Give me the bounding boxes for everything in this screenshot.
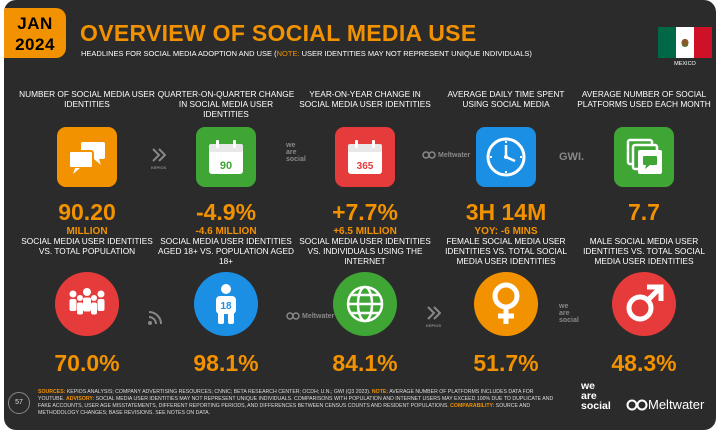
page-title: OVERVIEW OF SOCIAL MEDIA USE [80,20,477,46]
meltwater-label: Meltwater [302,312,335,320]
slide: JAN 2024 OVERVIEW OF SOCIAL MEDIA USE HE… [4,0,716,430]
country-label: MEXICO [674,61,696,67]
footer-sources: SOURCES: KEPIOS ANALYSIS; COMPANY ADVERT… [38,389,558,417]
kepios-label: KEPIOS [151,165,167,170]
page-number: 57 [8,392,30,414]
logo-line: social [581,400,611,412]
stat-subvalue: MILLION [66,226,108,237]
meltwater-rings-icon [626,399,648,410]
date-badge: JAN 2024 [4,8,66,58]
was-watermark: we are social [559,303,579,324]
note-text: AVERAGE NUMBER OF PLATFORMS INCLUDES DAT… [38,389,534,402]
stat-value: +7.7% [332,199,398,225]
stat-value: 90.20 [58,199,116,225]
male-symbol-icon [612,272,676,336]
subtitle-pre: HEADLINES FOR SOCIAL MEDIA ADOPTION AND … [81,49,277,58]
stat-value: 98.1% [193,350,259,376]
was-line: social [286,156,306,163]
gwi-watermark: GWI. [559,151,585,163]
calendar-number: 90 [220,160,232,172]
signal-watermark-icon [147,308,165,328]
logo-line: we [581,380,596,392]
was-watermark: we are social [286,142,306,163]
stat-value: 48.3% [611,350,677,376]
stat-value: 3H 14M [465,199,547,225]
meltwater-watermark: Meltwater [286,312,334,320]
badge-month: JAN [17,14,53,33]
was-line: we [286,142,296,149]
stat-qoq-change: QUARTER-ON-QUARTER CHANGE IN SOCIAL MEDI… [156,89,296,237]
stat-value: 51.7% [473,350,539,376]
comparability-text: SOURCE AND METHODOLOGY CHANGES; BASE REV… [38,403,531,416]
subtitle-post: USER IDENTITIES MAY NOT REPRESENT UNIQUE… [299,49,532,58]
stat-user-identities: NUMBER OF SOCIAL MEDIA USER IDENTITIES 9… [17,89,157,237]
clock-icon [476,127,536,187]
person-18-icon: 18 [194,272,258,336]
stat-value: 7.7 [628,199,660,225]
page-subtitle: HEADLINES FOR SOCIAL MEDIA ADOPTION AND … [81,49,532,58]
kepios-watermark: KEPIOS [426,306,441,329]
globe-icon [333,272,397,336]
stat-value: 70.0% [54,350,120,376]
subtitle-note: NOTE: [276,49,300,58]
person-18-number: 18 [220,301,232,312]
stat-label: SOCIAL MEDIA USER IDENTITIES vs. TOTAL P… [21,236,153,256]
stat-subvalue: +6.5 MILLION [333,226,397,237]
stat-label: YEAR-ON-YEAR CHANGE IN SOCIAL MEDIA USER… [299,89,431,109]
mexico-flag-icon [658,27,712,58]
was-line: social [559,317,579,324]
kepios-watermark: KEPIOS [151,148,166,171]
stat-female-share: FEMALE SOCIAL MEDIA USER IDENTITIES vs. … [436,236,576,376]
stat-male-share: MALE SOCIAL MEDIA USER IDENTITIES vs. TO… [574,236,714,376]
meltwater-logo-text: Meltwater [648,397,705,412]
stat-label: QUARTER-ON-QUARTER CHANGE IN SOCIAL MEDI… [157,89,295,119]
sources-text: KEPIOS ANALYSIS; COMPANY ADVERTISING RES… [65,389,371,395]
chat-bubbles-icon [57,127,117,187]
stat-label: AVERAGE NUMBER OF SOCIAL PLATFORMS USED … [577,89,711,109]
female-symbol-icon [474,272,538,336]
stacked-windows-icon [614,127,674,187]
stat-value: 84.1% [332,350,398,376]
advisory-text: SOCIAL MEDIA USER IDENTITIES MAY NOT REP… [38,396,554,409]
stat-daily-time: AVERAGE DAILY TIME SPENT USING SOCIAL ME… [436,89,576,237]
stat-vs-internet-users: SOCIAL MEDIA USER IDENTITIES vs. INDIVID… [295,236,435,376]
stat-vs-population: SOCIAL MEDIA USER IDENTITIES vs. TOTAL P… [17,236,157,376]
stat-label: FEMALE SOCIAL MEDIA USER IDENTITIES vs. … [445,236,567,266]
logo-line: are [581,390,597,402]
stat-yoy-change: YEAR-ON-YEAR CHANGE IN SOCIAL MEDIA USER… [295,89,435,237]
was-line: are [559,310,570,317]
calendar-90-icon: 90 [196,127,256,187]
calendar-number: 365 [357,161,374,172]
population-icon [55,272,119,336]
meltwater-label: Meltwater [438,151,471,159]
stat-label: AVERAGE DAILY TIME SPENT USING SOCIAL ME… [447,89,565,109]
stat-vs-adults: SOCIAL MEDIA USER IDENTITIES AGED 18+ vs… [156,236,296,376]
stat-subvalue: -4.6 MILLION [195,226,257,237]
stat-label: NUMBER OF SOCIAL MEDIA USER IDENTITIES [19,89,155,109]
stat-label: SOCIAL MEDIA USER IDENTITIES AGED 18+ vs… [157,236,295,266]
note-label: NOTE: [370,389,389,395]
stat-value: -4.9% [195,199,257,225]
meltwater-watermark: Meltwater [422,151,470,159]
calendar-365-icon: 365 [335,127,395,187]
meltwater-logo: Meltwater [626,397,704,412]
was-line: are [286,149,297,156]
stat-label: SOCIAL MEDIA USER IDENTITIES vs. INDIVID… [299,236,431,266]
was-line: we [559,303,569,310]
we-are-social-logo: we are social [581,380,611,412]
comparability-label: COMPARABILITY: [448,403,495,409]
sources-label: SOURCES: [38,389,66,395]
advisory-label: ADVISORY: [65,396,95,402]
stat-label: MALE SOCIAL MEDIA USER IDENTITIES vs. TO… [583,236,705,266]
kepios-label: KEPIOS [426,323,442,328]
stat-subvalue: YOY: -6 MINS [474,226,538,237]
stat-platforms: AVERAGE NUMBER OF SOCIAL PLATFORMS USED … [574,89,714,225]
badge-year: 2024 [15,35,55,54]
